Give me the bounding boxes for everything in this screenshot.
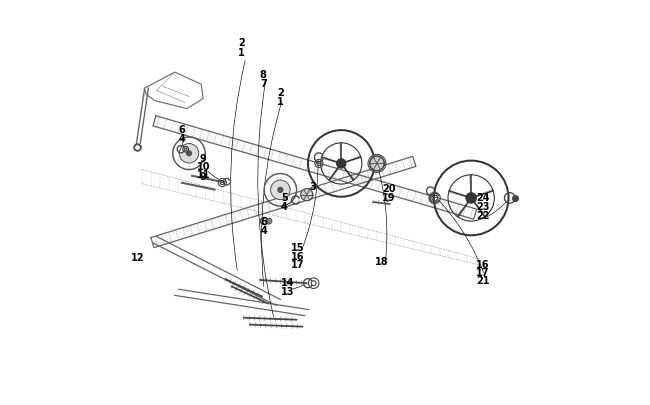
Text: 2: 2 <box>277 87 283 97</box>
Text: 9: 9 <box>200 171 207 181</box>
Text: 10: 10 <box>196 162 210 172</box>
Circle shape <box>270 181 290 200</box>
Text: 5: 5 <box>281 192 288 202</box>
Text: 22: 22 <box>476 211 489 220</box>
Circle shape <box>466 193 476 204</box>
Circle shape <box>278 188 283 193</box>
Circle shape <box>301 189 313 201</box>
Text: 15: 15 <box>291 242 305 252</box>
Text: 11: 11 <box>196 169 210 179</box>
Circle shape <box>187 151 192 156</box>
Polygon shape <box>153 117 476 220</box>
Text: 13: 13 <box>281 286 294 296</box>
Text: 17: 17 <box>291 260 305 269</box>
Text: 9: 9 <box>200 154 207 164</box>
Text: 3: 3 <box>309 181 316 191</box>
Circle shape <box>179 144 199 164</box>
Text: 24: 24 <box>476 192 489 202</box>
Text: 18: 18 <box>375 256 389 266</box>
Text: 1: 1 <box>239 48 245 58</box>
Text: 6: 6 <box>179 125 185 134</box>
Text: 2: 2 <box>239 38 245 47</box>
Text: 12: 12 <box>131 252 144 262</box>
Text: 20: 20 <box>382 183 396 193</box>
Text: 4: 4 <box>261 225 268 235</box>
Text: 23: 23 <box>476 202 489 211</box>
Text: 21: 21 <box>476 275 489 285</box>
Circle shape <box>337 160 346 168</box>
Text: 16: 16 <box>291 251 305 261</box>
Text: 7: 7 <box>260 79 266 89</box>
Text: 6: 6 <box>261 216 268 226</box>
Text: 4: 4 <box>281 202 288 211</box>
Text: 19: 19 <box>382 192 396 202</box>
Text: 4: 4 <box>179 134 185 143</box>
Text: 8: 8 <box>260 70 266 80</box>
Text: 1: 1 <box>277 97 283 107</box>
Text: 14: 14 <box>281 277 294 287</box>
Text: 16: 16 <box>476 259 489 269</box>
Text: 17: 17 <box>476 267 489 277</box>
Circle shape <box>370 157 384 171</box>
Polygon shape <box>151 157 416 248</box>
